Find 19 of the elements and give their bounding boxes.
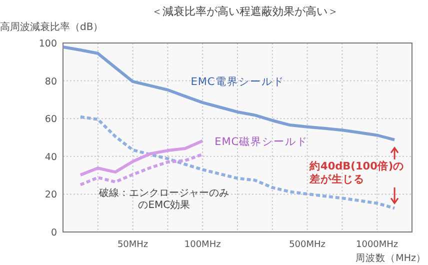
y-tick-label: 20: [44, 190, 57, 201]
x-tick-label: 50MHz: [117, 240, 148, 250]
annotation: 約40dB(100倍)の差が生じる: [308, 159, 404, 186]
x-tick-label: 1000MHz: [356, 240, 398, 250]
y-tick-label: 60: [44, 114, 57, 126]
y-tick-label: 0: [50, 228, 57, 238]
line-series: [78, 139, 204, 176]
x-axis-title: 周波数（MHz）: [356, 252, 426, 264]
y-tick-label: 100: [38, 38, 57, 50]
annotation: 破線：エンクロージャーのみのEMC効果: [98, 187, 230, 212]
chart-title: ＜減衰比率が高い程遮蔽効果が高い＞: [152, 5, 338, 18]
x-tick-label: 100MHz: [184, 240, 222, 250]
series-label: EMC電界シールド: [190, 76, 284, 88]
x-tick-label: 500MHz: [289, 240, 326, 250]
y-tick-label: 80: [44, 76, 57, 88]
line-series: [78, 152, 204, 186]
series-label: EMC磁界シールド: [214, 136, 308, 148]
y-tick-label: 40: [44, 152, 57, 163]
y-axis-title: 高周波減衰比率（dB）: [0, 21, 104, 33]
